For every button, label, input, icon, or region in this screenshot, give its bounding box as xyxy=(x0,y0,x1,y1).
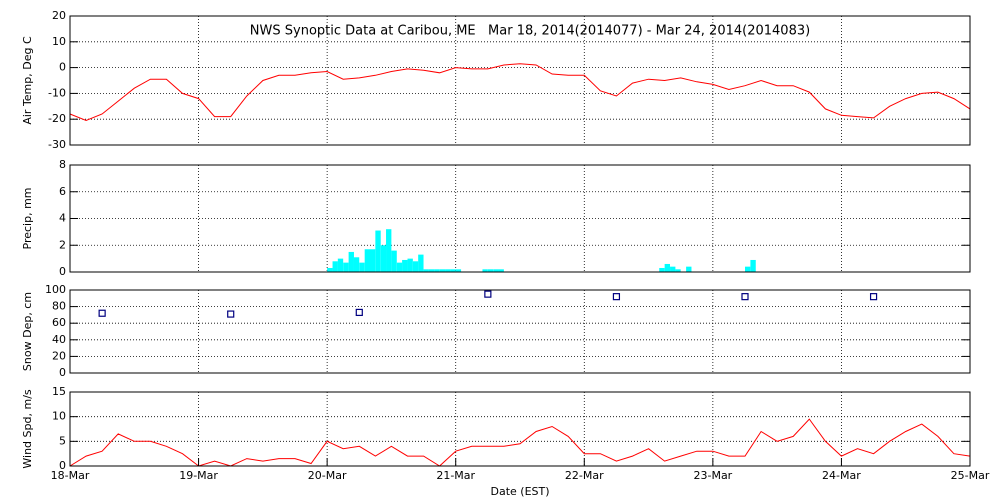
y-axis-label: Wind Spd, m/s xyxy=(21,389,34,469)
marker xyxy=(227,310,235,318)
bar xyxy=(353,257,360,272)
bar xyxy=(450,269,456,272)
marker xyxy=(612,293,621,301)
y-tick-label: 80 xyxy=(52,300,66,313)
data-line xyxy=(69,63,971,122)
bar xyxy=(659,267,665,272)
bar xyxy=(423,269,429,272)
bar xyxy=(348,251,354,272)
y-tick-label: 10 xyxy=(52,35,66,48)
bar xyxy=(434,269,440,272)
bar xyxy=(407,258,413,272)
marker xyxy=(484,290,492,298)
bar xyxy=(332,261,338,272)
x-tick-label: 23-Mar xyxy=(693,469,732,482)
x-tick-label: 19-Mar xyxy=(179,469,218,482)
bar xyxy=(375,230,381,272)
x-tick-label: 21-Mar xyxy=(436,469,475,482)
bar xyxy=(745,266,751,272)
bar xyxy=(359,262,365,272)
x-tick-label: 24-Mar xyxy=(822,469,861,482)
y-axis-label: Snow Dep, cm xyxy=(21,292,34,371)
y-tick-label: 60 xyxy=(52,316,66,329)
bar xyxy=(670,266,676,272)
y-tick-label: 15 xyxy=(52,385,66,398)
bar xyxy=(364,249,371,272)
marker xyxy=(355,308,363,317)
marker xyxy=(98,309,106,317)
bar xyxy=(750,259,756,272)
y-tick-label: -20 xyxy=(48,112,66,125)
bar xyxy=(445,269,451,272)
y-tick-label: 40 xyxy=(52,333,66,346)
bar xyxy=(428,269,435,272)
x-tick-label: 20-Mar xyxy=(308,469,347,482)
y-tick-label: 0 xyxy=(59,366,66,379)
bar xyxy=(337,258,344,272)
y-tick-label: 20 xyxy=(52,349,66,362)
bar xyxy=(402,259,408,272)
bar xyxy=(327,267,333,272)
bar xyxy=(369,249,376,272)
bar xyxy=(455,269,462,272)
y-tick-label: 6 xyxy=(59,185,66,198)
bar xyxy=(380,245,387,272)
bar xyxy=(439,269,445,272)
y-tick-label: 20 xyxy=(52,9,66,22)
y-axis-label: Air Temp, Deg C xyxy=(21,36,34,125)
x-axis-label: Date (EST) xyxy=(490,485,549,498)
x-tick-label: 22-Mar xyxy=(565,469,604,482)
bar xyxy=(664,263,670,272)
bar xyxy=(418,254,424,272)
plot-frame xyxy=(69,164,971,273)
x-tick-label: 18-Mar xyxy=(51,469,90,482)
bar xyxy=(396,262,403,272)
plot-frame xyxy=(69,289,971,374)
y-tick-label: 0 xyxy=(59,265,66,278)
y-tick-label: 0 xyxy=(59,61,66,74)
y-axis-label: Precip, mm xyxy=(21,188,34,250)
bar xyxy=(386,229,392,272)
marker xyxy=(741,293,749,301)
bar xyxy=(686,266,692,272)
bar xyxy=(482,269,488,272)
bar xyxy=(498,269,504,272)
y-tick-label: 100 xyxy=(45,283,66,296)
plot-frame xyxy=(69,391,971,467)
y-tick-label: -30 xyxy=(48,138,66,151)
bar xyxy=(487,269,494,272)
x-tick-label: 25-Mar xyxy=(951,469,990,482)
y-tick-label: 4 xyxy=(59,212,66,225)
bar xyxy=(343,262,349,272)
marker xyxy=(869,293,878,301)
y-tick-label: 5 xyxy=(59,434,66,447)
bar xyxy=(493,269,499,272)
y-tick-label: -10 xyxy=(48,86,66,99)
data-line xyxy=(69,418,971,467)
bar xyxy=(391,250,397,272)
bar xyxy=(412,261,419,272)
y-tick-label: 10 xyxy=(52,410,66,423)
y-tick-label: 2 xyxy=(59,238,66,251)
y-tick-label: 8 xyxy=(59,158,66,171)
chart-title: NWS Synoptic Data at Caribou, ME Mar 18,… xyxy=(250,24,810,39)
y-tick-label: 0 xyxy=(59,459,66,472)
bar xyxy=(675,269,681,272)
plot-frame xyxy=(69,15,971,146)
